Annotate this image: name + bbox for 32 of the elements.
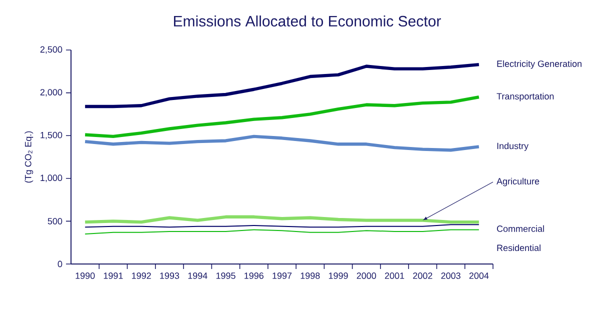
x-tick-label: 1997 [272,272,292,279]
x-tick-label: 2000 [356,272,376,279]
x-tick-label: 1994 [188,272,208,279]
line-series [83,134,481,152]
chart-title: Emissions Allocated to Economic Sector [174,15,441,26]
x-tick-label: 1999 [328,272,348,279]
y-tick-label: 2,000 [40,89,62,97]
y-tick-label: 0 [58,260,62,268]
x-tick-label: 1998 [300,272,320,279]
y-tick-label: 1,000 [40,174,62,182]
x-tick-label: 1990 [76,272,95,279]
x-tick-label: 1995 [216,272,236,279]
x-tick-label: 2001 [384,272,404,279]
text: Residential [497,244,540,252]
x-tick-label: 1991 [104,272,123,279]
y-axis-title: (Tg CO$_{2}$ Eq.) [24,131,34,183]
text: Industry [497,142,529,151]
x-tick-label: 2002 [413,272,432,279]
x-tick-label: 1996 [244,272,264,279]
x-tick-label: 1993 [160,272,180,279]
line-series [83,95,481,138]
series-label: Transportation [496,92,554,102]
line-series [83,62,481,108]
x-tick-label: 2004 [469,272,489,279]
text: Electricity Generation [497,60,582,69]
y-tick-label: 2,500 [40,46,62,54]
y-tick-label: 1,500 [40,132,62,140]
x-tick-label: 2003 [441,272,460,279]
x-tick-label: 1992 [132,272,151,279]
y-tick-label: 500 [48,218,62,224]
text: Commercial [496,225,544,232]
text: Agriculture [496,178,540,186]
